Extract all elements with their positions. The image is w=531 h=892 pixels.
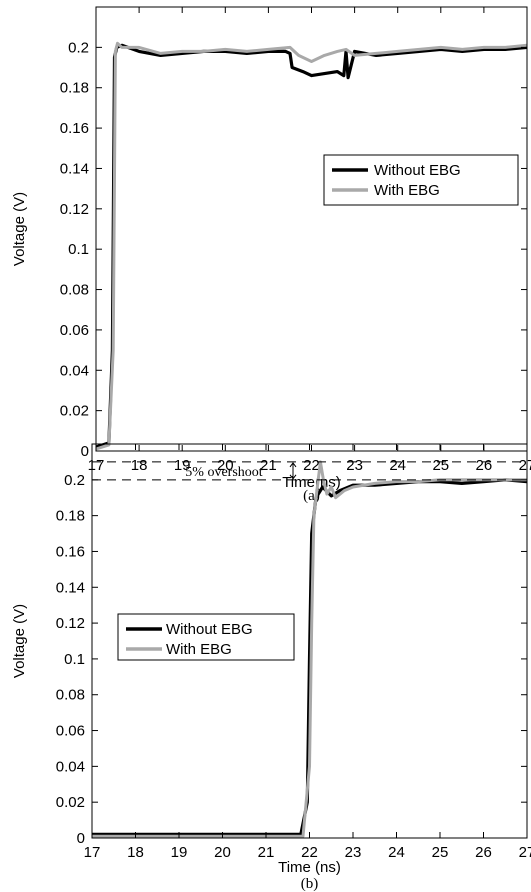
x-tick-label: 20 <box>217 457 234 474</box>
series-line-with-ebg-a <box>95 41 528 451</box>
x-tick-label: 27 <box>519 457 531 474</box>
x-tick-label: 17 <box>84 844 101 861</box>
y-tick-label: 0.1 <box>64 651 85 668</box>
legend-label: Without EBG <box>374 162 461 179</box>
x-tick-label: 21 <box>260 457 277 474</box>
y-tick-label: 0.06 <box>60 322 89 339</box>
overshoot-label: 5% overshoot <box>185 465 262 480</box>
caption-b: (b) <box>301 876 319 892</box>
x-tick-label: 22 <box>301 844 318 861</box>
y-tick-label: 0 <box>77 830 85 847</box>
x-tick-label: 23 <box>345 844 362 861</box>
y-tick-label: 0.1 <box>68 241 89 258</box>
legend-label: With EBG <box>166 641 232 658</box>
y-tick-label: 0.04 <box>56 758 85 775</box>
x-tick-label: 24 <box>389 457 406 474</box>
y-tick-label: 0.2 <box>64 472 85 489</box>
legend-b: Without EBG With EBG <box>117 613 295 661</box>
y-axis-label-b: Voltage (V) <box>11 604 28 678</box>
x-tick-label: 18 <box>127 844 144 861</box>
series-layer-a <box>95 41 528 451</box>
y-tick-label: 0.02 <box>56 794 85 811</box>
y-tick-label: 0 <box>81 443 89 460</box>
x-tick-label: 22 <box>303 457 320 474</box>
y-tick-label: 0.04 <box>60 362 89 379</box>
y-tick-label: 0.18 <box>56 508 85 525</box>
y-tick-label: 0.08 <box>60 282 89 299</box>
y-tick-label: 0.16 <box>60 120 89 137</box>
x-tick-label: 19 <box>174 457 191 474</box>
y-tick-label: 0.06 <box>56 723 85 740</box>
ticks-a: 17 18 19 20 21 22 23 24 25 26 27 0 0.02 0.04 0.06 0.08 0… <box>60 7 531 474</box>
x-axis-label-b: Time (ns) <box>278 859 341 876</box>
legend-label: With EBG <box>374 182 440 199</box>
overshoot-annotation: 5% overshoot <box>92 461 527 481</box>
y-tick-label: 0.12 <box>56 615 85 632</box>
x-tick-label: 18 <box>131 457 148 474</box>
legend-box <box>117 613 295 661</box>
x-tick-label: 20 <box>214 844 231 861</box>
series-line-without-ebg-a <box>95 43 528 449</box>
x-tick-label: 21 <box>258 844 275 861</box>
x-tick-label: 25 <box>432 457 449 474</box>
x-tick-label: 24 <box>388 844 405 861</box>
y-tick-label: 0.16 <box>56 543 85 560</box>
x-tick-label: 23 <box>346 457 363 474</box>
chart-panel-b: 17 18 19 20 21 22 23 24 25 26 27 0 0.02 0.04 0.06 0.08 0… <box>11 443 531 892</box>
y-tick-label: 0.14 <box>60 160 89 177</box>
y-tick-label: 0.02 <box>60 403 89 420</box>
x-tick-label: 17 <box>88 457 105 474</box>
x-tick-label: 26 <box>476 457 493 474</box>
y-axis-label-a: Voltage (V) <box>11 192 28 266</box>
overshoot-arrow-icon <box>289 462 297 480</box>
legend-box <box>323 154 519 206</box>
x-tick-label: 25 <box>432 844 449 861</box>
legend-label: Without EBG <box>166 621 253 638</box>
x-tick-label: 26 <box>475 844 492 861</box>
y-tick-label: 0.12 <box>60 201 89 218</box>
x-tick-label: 19 <box>171 844 188 861</box>
y-tick-label: 0.14 <box>56 579 85 596</box>
y-tick-label: 0.08 <box>56 687 85 704</box>
y-tick-label: 0.2 <box>68 39 89 56</box>
chart-panel-a: 17 18 19 20 21 22 23 24 25 26 27 0 0.02 0.04 0.06 0.08 0… <box>11 6 531 504</box>
legend-a: Without EBG With EBG <box>323 154 519 206</box>
y-tick-label: 0.18 <box>60 80 89 97</box>
x-tick-label: 27 <box>519 844 531 861</box>
plot-frame-a <box>95 6 528 452</box>
